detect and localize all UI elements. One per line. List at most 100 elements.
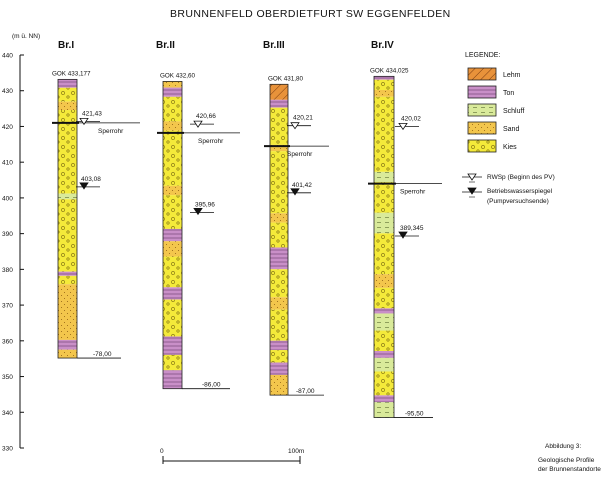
axis-unit-label: (m ü. NN) xyxy=(12,33,40,40)
layer-lehm xyxy=(270,84,288,100)
layer-kies xyxy=(163,96,182,122)
well-name: Br.IV xyxy=(371,40,394,51)
layer-kies xyxy=(163,130,182,186)
layer-sand xyxy=(163,121,182,131)
layer-schluff xyxy=(374,402,394,418)
well-column-outline xyxy=(373,75,395,418)
layer-sand xyxy=(58,284,77,340)
axis-tick-label: 380 xyxy=(2,267,13,274)
layer-sand xyxy=(374,89,394,97)
well-column-outline xyxy=(162,81,183,390)
axis-tick-label: 330 xyxy=(2,446,13,453)
rwsp-symbol xyxy=(193,120,203,128)
layer-schluff xyxy=(58,193,77,200)
legend-label: Ton xyxy=(503,90,514,97)
legend-pump-label-1: Betriebswasserspiegel xyxy=(487,188,553,195)
layer-kies xyxy=(270,309,288,341)
layer-ton xyxy=(58,79,77,88)
well-profile-3: Br.III GOK 431,80 Sperrohr 420,21 401,42 -87,… xyxy=(263,40,329,396)
well-profile-4: Br.IV GOK 434,025 Sperrohr 420,02 389,345 -95… xyxy=(368,40,442,418)
pump-label: 389,345 xyxy=(400,225,424,232)
caption-line-2: Geologische Profile xyxy=(538,457,595,464)
layer-sand xyxy=(270,144,288,152)
layer-kies xyxy=(163,299,182,337)
axis-tick-label: 350 xyxy=(2,374,13,381)
layer-sand xyxy=(374,274,394,288)
well-name: Br.I xyxy=(58,40,74,51)
layer-ton xyxy=(163,370,182,389)
layer-ton xyxy=(374,76,394,80)
legend: LEGENDE: Lehm Ton Schluff Sand Kies RWSp (Be… xyxy=(462,52,555,205)
rwsp-label: 421,43 xyxy=(82,110,102,117)
sperrohr-label: Sperrohr xyxy=(98,128,124,135)
layer-kies xyxy=(374,96,394,172)
depth-label: -78,00 xyxy=(93,351,112,358)
legend-swatch-lehm xyxy=(467,67,497,81)
layer-ton xyxy=(374,351,394,358)
sperrohr-label: Sperrohr xyxy=(198,138,224,145)
layer-kies xyxy=(374,371,394,396)
depth-label: -95,50 xyxy=(405,411,424,418)
layer-sand xyxy=(58,101,77,111)
legend-swatch-ton xyxy=(467,85,497,99)
well-column-outline xyxy=(57,78,78,359)
legend-rwsp-symbol xyxy=(467,173,477,181)
legend-swatch-kies xyxy=(467,139,497,153)
layer-ton xyxy=(270,247,288,270)
layer-ton xyxy=(163,228,182,242)
layer-ton xyxy=(58,271,77,276)
layer-kies xyxy=(270,269,288,298)
axis-tick-label: 390 xyxy=(2,231,13,238)
well-gok-label: GOK 433,177 xyxy=(52,70,91,77)
layer-kies xyxy=(374,182,394,213)
elevation-axis: (m ü. NN) 440 430 420 410 400 390 380 370 360 350… xyxy=(2,33,40,453)
layer-kies xyxy=(374,233,394,275)
layer-kies xyxy=(163,256,182,288)
layer-ton xyxy=(374,395,394,403)
axis-tick-label: 430 xyxy=(2,88,13,95)
legend-rwsp-label: RWSp (Beginn des PV) xyxy=(487,174,555,181)
rwsp-symbol xyxy=(79,117,89,126)
legend-label: Schluff xyxy=(503,108,524,115)
rwsp-symbol xyxy=(290,122,300,130)
layer-ton xyxy=(163,287,182,300)
legend-label: Kies xyxy=(503,144,517,151)
layer-kies xyxy=(163,354,182,371)
axis-tick-label: 400 xyxy=(2,195,13,202)
layer-schluff xyxy=(374,171,394,183)
layer-ton xyxy=(270,99,288,108)
layer-sand xyxy=(58,349,77,359)
layer-ton xyxy=(270,340,288,351)
legend-swatch-schluff xyxy=(467,103,497,117)
well-gok-label: GOK 434,025 xyxy=(370,67,409,74)
well-profile-1: Br.I GOK 433,177 Sperrohr 421,43 403,08 -78,0… xyxy=(52,40,140,359)
layer-schluff xyxy=(374,357,394,372)
legend-label: Lehm xyxy=(503,72,521,79)
pump-symbol xyxy=(193,207,203,216)
layer-kies xyxy=(58,110,77,194)
axis-tick-label: 440 xyxy=(2,53,13,60)
rwsp-label: 420,02 xyxy=(401,115,421,122)
layer-ton xyxy=(163,87,182,97)
legend-label: Sand xyxy=(503,126,519,133)
well-gok-label: GOK 431,80 xyxy=(268,75,304,82)
pump-label: 395,96 xyxy=(195,201,215,208)
legend-title: LEGENDE: xyxy=(465,52,500,59)
axis-tick-label: 420 xyxy=(2,124,13,131)
layer-ton xyxy=(270,362,288,375)
legend-swatch-sand xyxy=(467,121,497,135)
layer-sand xyxy=(270,297,288,310)
axis-tick-label: 410 xyxy=(2,160,13,167)
sperrohr-label: Sperrohr xyxy=(287,151,313,158)
pump-label: 403,08 xyxy=(81,176,101,183)
pump-symbol xyxy=(290,188,300,196)
well-column-outline xyxy=(269,83,289,396)
axis-tick-label: 340 xyxy=(2,410,13,417)
layer-kies xyxy=(270,350,288,363)
layer-kies xyxy=(58,199,77,272)
layer-kies xyxy=(374,79,394,90)
axis-tick-label: 370 xyxy=(2,303,13,310)
layer-kies xyxy=(374,330,394,352)
depth-label: -87,00 xyxy=(296,388,315,395)
layer-schluff xyxy=(374,212,394,234)
